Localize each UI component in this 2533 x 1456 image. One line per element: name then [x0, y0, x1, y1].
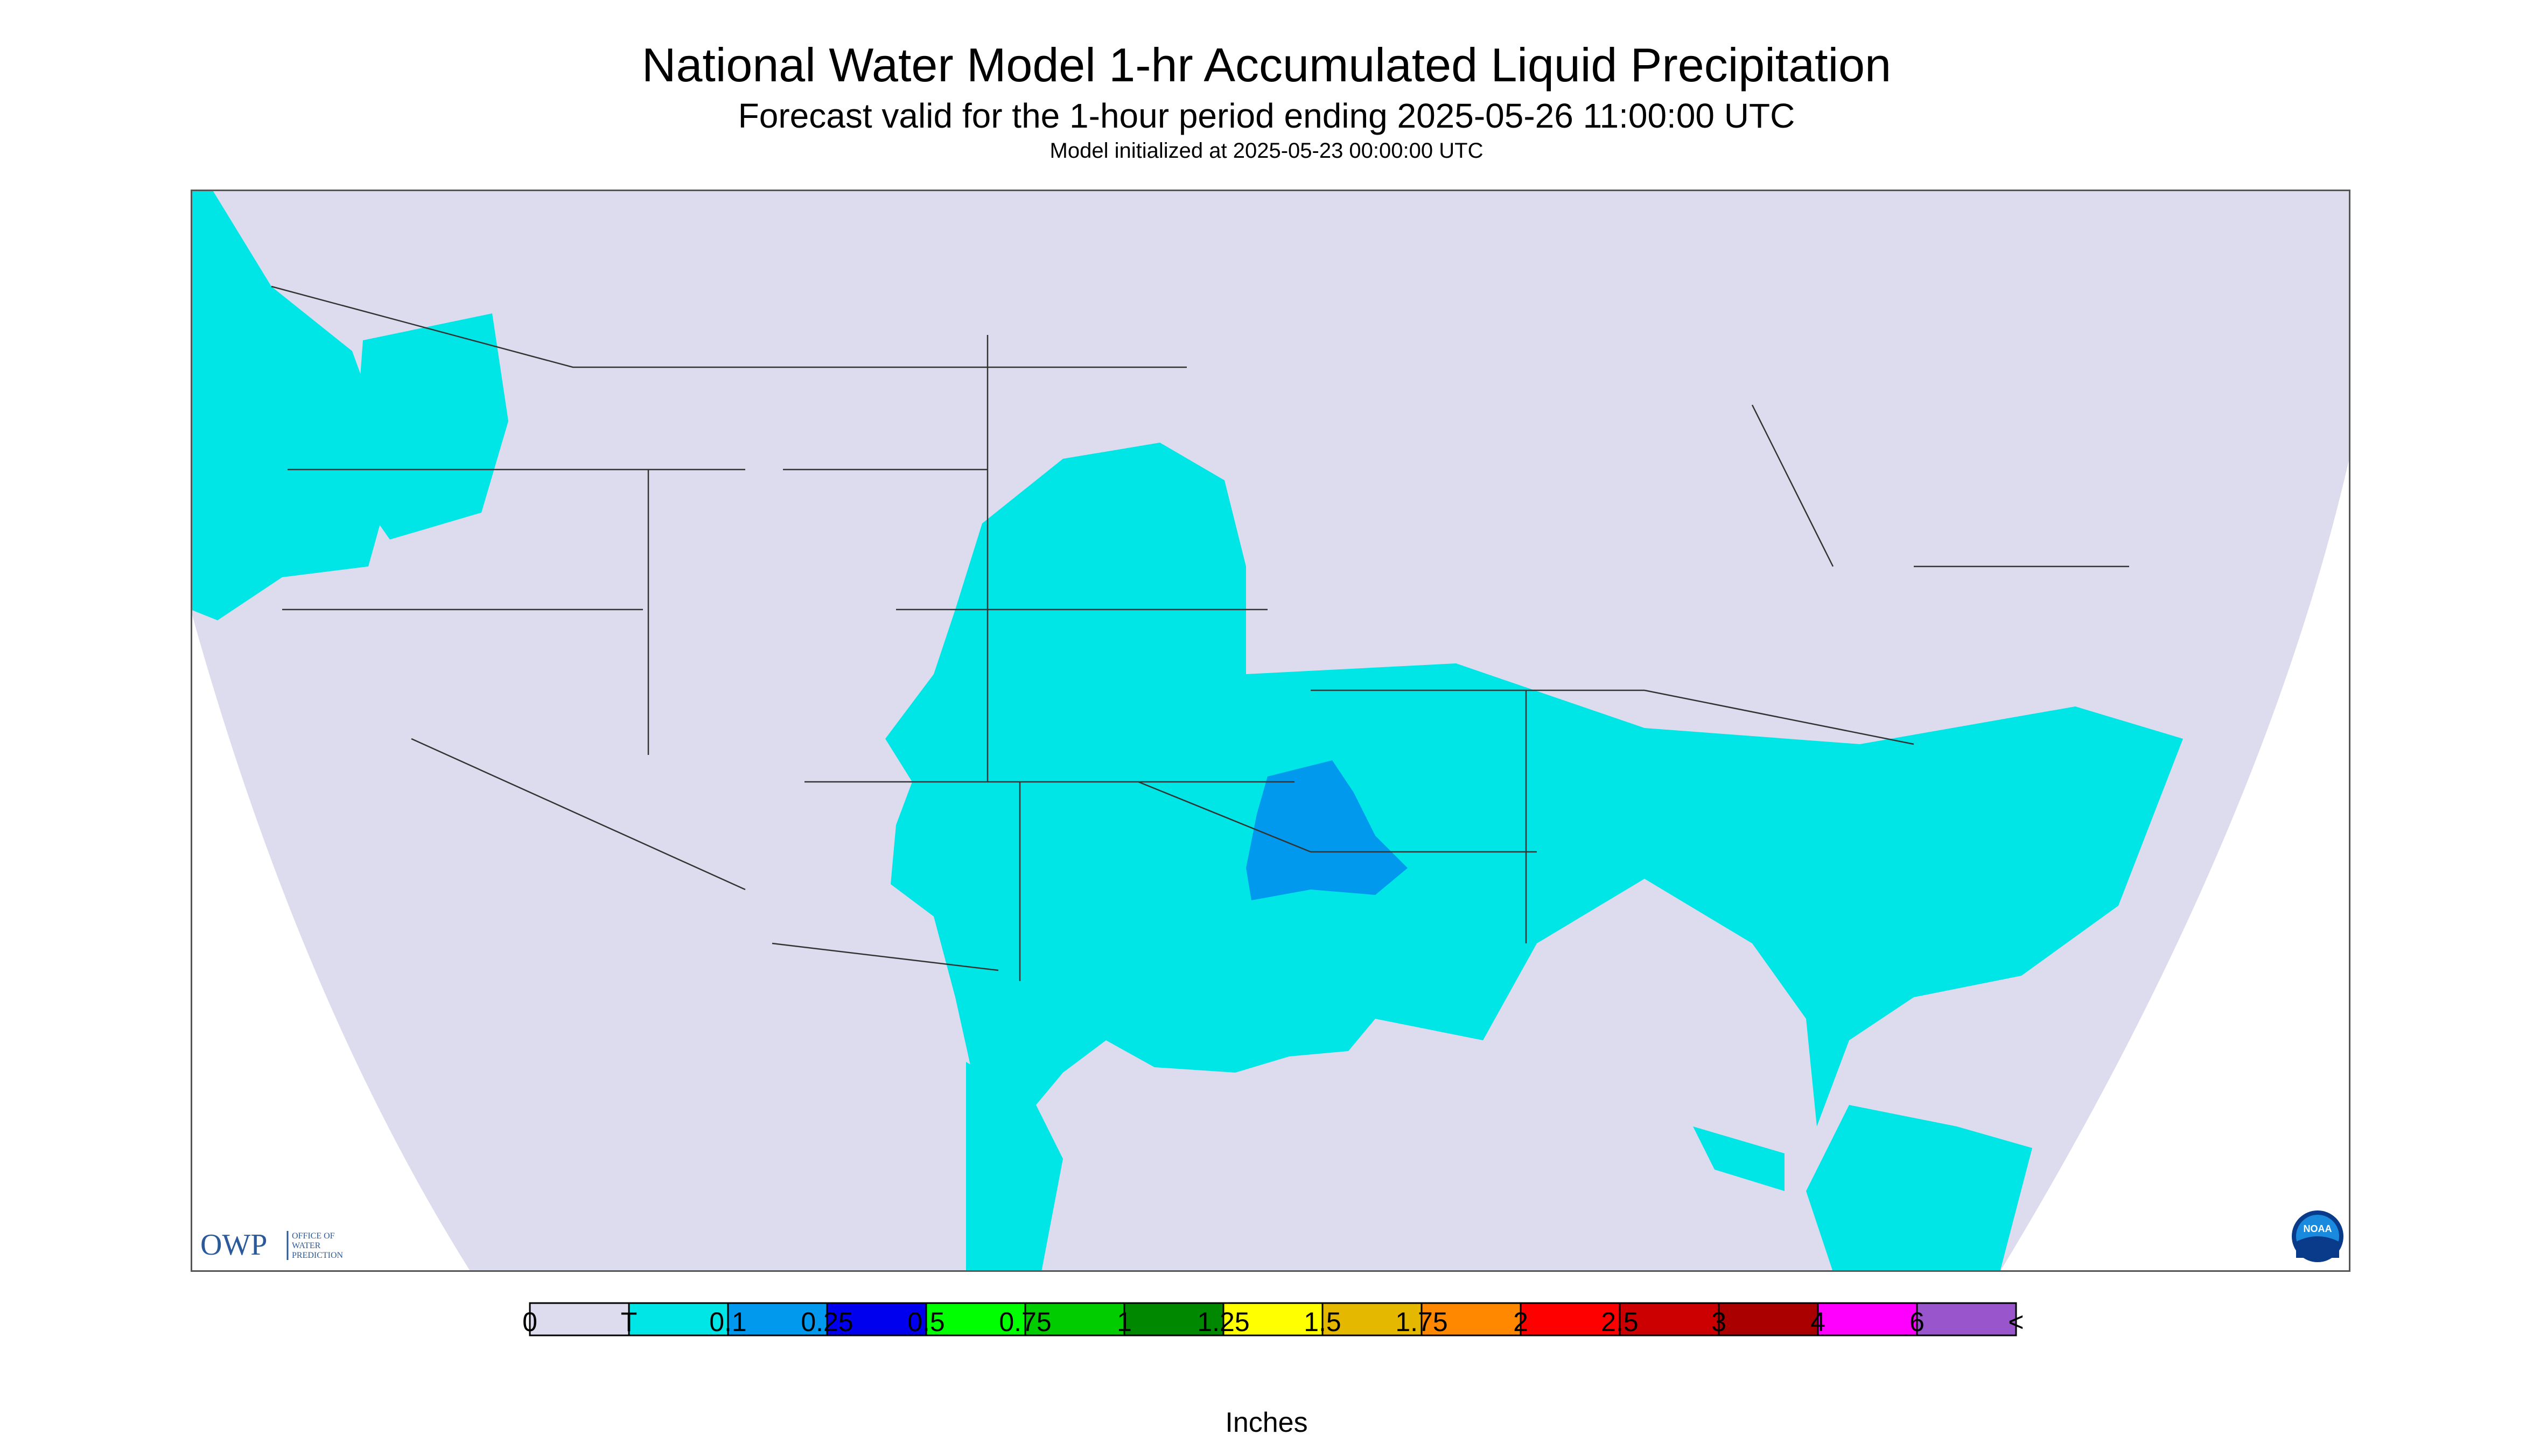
owp-logo-sub-3: PREDICTION — [292, 1251, 344, 1260]
legend-swatch — [1520, 1302, 1621, 1336]
legend-tick-label: 1.5 — [1304, 1307, 1341, 1337]
noaa-logo-text: NOAA — [2304, 1223, 2332, 1234]
legend-tick-label: T — [620, 1307, 638, 1337]
legend-tick-label: 1 — [1117, 1307, 1132, 1337]
precip-legend — [529, 1302, 2017, 1336]
legend-swatch — [925, 1302, 1026, 1336]
legend-tick-label: 3 — [1711, 1307, 1726, 1337]
legend-tick-label: 1.75 — [1395, 1307, 1448, 1337]
legend-tick-label: 4 — [1810, 1307, 1825, 1337]
legend-swatch — [1718, 1302, 1819, 1336]
noaa-logo: NOAA — [2291, 1209, 2345, 1266]
legend-tick-label: 0.25 — [801, 1307, 853, 1337]
legend-tick-label: 0 — [522, 1307, 537, 1337]
legend-swatch — [826, 1302, 927, 1336]
legend-units-label: Inches — [1225, 1407, 1308, 1438]
legend-swatch — [628, 1302, 729, 1336]
legend-tick-label: 0.5 — [907, 1307, 945, 1337]
map-title: National Water Model 1-hr Accumulated Li… — [641, 38, 1892, 92]
legend-swatch — [529, 1302, 630, 1336]
model-init-label: Model initialized at 2025-05-23 00:00:00… — [1049, 139, 1484, 163]
legend-swatch — [1421, 1302, 1522, 1336]
trace-precip-areas — [191, 190, 2183, 1272]
legend-tick-label: 0.75 — [999, 1307, 1052, 1337]
legend-tick-label: 6 — [1909, 1307, 1925, 1337]
legend-swatch — [1123, 1302, 1224, 1336]
map-subtitle: Forecast valid for the 1-hour period end… — [738, 96, 1795, 135]
precipitation-map — [191, 190, 2350, 1272]
legend-tick-label: 0.1 — [709, 1307, 747, 1337]
legend-tick-label: 1.25 — [1197, 1307, 1250, 1337]
legend-swatch — [1619, 1302, 1720, 1336]
legend-tick-label: < — [2008, 1307, 2024, 1337]
owp-logo: OWP OFFICE OF WATER PREDICTION — [200, 1227, 378, 1267]
light-blue-cell — [1246, 760, 1408, 900]
owp-logo-text: OWP — [200, 1228, 267, 1262]
state-borders — [271, 285, 2129, 981]
legend-swatch — [1024, 1302, 1125, 1336]
owp-logo-sub-1: OFFICE OF — [292, 1231, 335, 1241]
legend-tick-label: 2 — [1513, 1307, 1528, 1337]
owp-logo-sub-2: WATER — [292, 1241, 321, 1250]
legend-tick-label: 2.5 — [1601, 1307, 1639, 1337]
legend-swatch — [1222, 1302, 1324, 1336]
legend-swatch — [1321, 1302, 1423, 1336]
legend-swatch — [1916, 1302, 2017, 1336]
